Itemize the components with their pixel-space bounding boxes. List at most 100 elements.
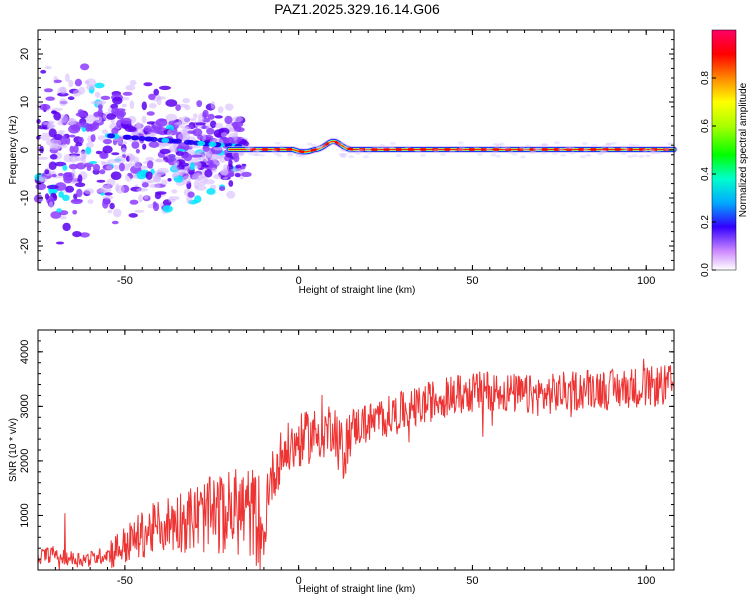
spectrogram-noise-blob: [206, 188, 216, 195]
spectrogram-halo-blob: [623, 147, 630, 151]
spectrogram-noise-blob: [148, 103, 157, 109]
spectrogram-xtick-label: 100: [637, 275, 655, 287]
spectrogram-noise-blob: [193, 113, 198, 119]
spectrogram-halo-blob: [520, 155, 527, 159]
spectrogram-noise-blob: [168, 154, 176, 158]
spectrogram-noise-blob: [40, 69, 47, 74]
figure-title: PAZ1.2025.329.16.14.G06: [274, 1, 440, 17]
spectrogram-halo-blob: [255, 149, 262, 152]
spectrogram-halo-blob: [366, 151, 372, 155]
spectrogram-noise-blob: [102, 138, 113, 145]
spectrogram-noise-blob: [109, 202, 115, 210]
spectrogram-halo-blob: [354, 149, 361, 153]
spectrogram-noise-blob: [115, 155, 126, 164]
spectrogram-noise-blob: [179, 125, 189, 129]
spectrogram-noise-blob: [62, 222, 71, 232]
spectrogram-noise-blob: [78, 136, 84, 144]
spectrogram-halo-blob: [535, 147, 542, 151]
spectrogram-halo-blob: [645, 154, 651, 158]
spectrogram-noise-blob: [235, 164, 242, 169]
spectrogram-noise-blob: [48, 201, 54, 209]
spectrogram-noise-blob: [81, 151, 87, 160]
spectrogram-noise-blob: [48, 128, 57, 138]
spectrogram-noise-blob: [59, 98, 68, 107]
spectrogram-halo-blob: [245, 148, 252, 151]
spectrogram-halo-blob: [511, 152, 518, 156]
spectrogram-noise-blob: [54, 161, 67, 167]
spectrogram-noise-blob: [62, 194, 70, 201]
spectrogram-noise-blob: [60, 86, 67, 95]
spectrogram-halo-blob: [287, 153, 294, 157]
spectrogram-halo-blob: [299, 154, 306, 158]
spectrogram-halo-blob: [337, 142, 344, 146]
spectrogram-noise-blob: [92, 122, 100, 130]
spectrogram-noise-blob: [228, 180, 234, 187]
spectrogram-halo-blob: [404, 145, 411, 149]
snr-xtick-label: 50: [466, 575, 478, 587]
spectrogram-noise-blob: [62, 135, 67, 140]
snr-panel: -50 0 50 100 1000 2000 3000 4000 Height of stra…: [8, 329, 675, 595]
spectrogram-noise-blob: [62, 164, 68, 171]
spectrogram-noise-blob: [210, 101, 216, 110]
spectrogram-noise-blob: [69, 145, 75, 154]
spectrogram-noise-blob: [207, 113, 215, 120]
spectrogram-halo-blob: [329, 141, 336, 145]
spectrogram-noise-blob: [50, 211, 62, 219]
spectrogram-ytick-label: 10: [19, 96, 31, 108]
spectrogram-halo-blob: [569, 151, 576, 155]
spectrogram-halo-blob: [485, 147, 492, 151]
spectrogram-noise-blob: [112, 96, 123, 105]
snr-background: [38, 330, 674, 570]
spectrogram-halo-blob: [648, 148, 655, 152]
spectrogram-halo-blob: [389, 141, 396, 145]
spectrogram-noise-blob: [53, 111, 61, 121]
spectrogram-halo-blob: [415, 149, 422, 153]
spectrogram-halo-blob: [252, 153, 259, 156]
spectrogram-halo-blob: [316, 145, 323, 149]
spectrogram-noise-blob: [149, 129, 160, 133]
colorbar-tick-label: 0.0: [700, 263, 711, 277]
spectrogram-halo-blob: [457, 148, 464, 152]
spectrogram-noise-blob: [92, 163, 101, 172]
spectrogram-band-blob: [123, 134, 132, 140]
spectrogram-noise-blob: [197, 113, 205, 123]
spectrogram-band-blob: [197, 140, 206, 146]
spectrogram-halo-blob: [530, 150, 537, 154]
spectrogram-band-blob: [138, 136, 146, 141]
spectrogram-noise-blob: [129, 199, 139, 205]
spectrogram-noise-blob: [106, 113, 116, 120]
spectrogram-noise-blob: [74, 78, 82, 87]
snr-ytick-label: 1000: [19, 503, 31, 527]
spectrogram-halo-blob: [379, 144, 386, 147]
spectrogram-halo-blob: [642, 149, 648, 152]
spectrogram-ytick-label: 20: [19, 48, 31, 60]
spectrogram-noise-blob: [192, 128, 203, 137]
spectrogram-noise-blob: [211, 167, 217, 173]
spectrogram-halo-blob: [599, 149, 606, 153]
spectrogram-noise-blob: [165, 99, 178, 107]
spectrogram-halo-blob: [500, 146, 507, 150]
snr-ytick-label: 2000: [19, 449, 31, 473]
spectrogram-noise-blob: [173, 122, 186, 126]
spectrogram-noise-blob: [159, 148, 171, 155]
spectrogram-noise-blob: [102, 198, 111, 204]
spectrogram-ridge-peak: [310, 148, 317, 153]
spectrogram-noise-blob: [228, 159, 233, 168]
spectrogram-noise-blob: [110, 171, 122, 180]
spectrogram-noise-blob: [193, 180, 199, 189]
spectrogram-xlabel: Height of straight line (km): [299, 285, 416, 296]
spectrogram-halo-blob: [541, 143, 548, 146]
spectrogram-noise-blob: [154, 159, 166, 163]
spectrogram-halo-blob: [340, 148, 347, 152]
spectrogram-halo-blob: [247, 146, 254, 150]
spectrogram-band-blob: [208, 141, 217, 147]
spectrogram-noise-blob: [90, 134, 96, 143]
spectrogram-noise-blob: [191, 173, 203, 181]
spectrogram-halo-blob: [274, 141, 281, 145]
spectrogram-noise-blob: [144, 195, 149, 200]
spectrogram-noise-blob: [191, 154, 203, 158]
spectrogram-noise-blob: [214, 115, 223, 119]
spectrogram-halo-blob: [581, 142, 588, 146]
spectrogram-halo-blob: [340, 155, 347, 159]
spectrogram-halo-blob: [433, 149, 440, 153]
